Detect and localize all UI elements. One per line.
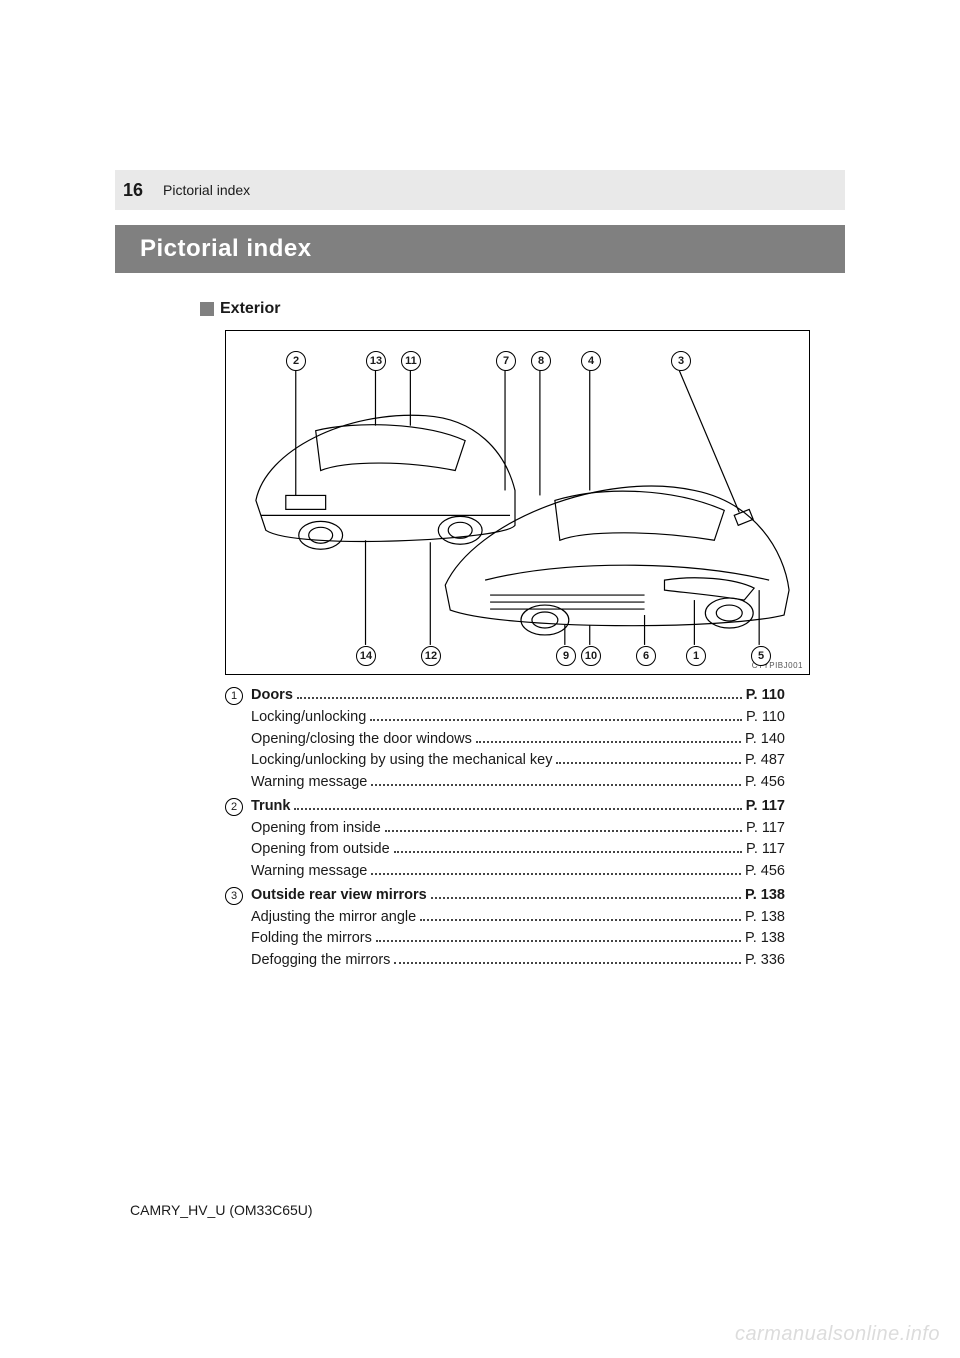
index-title-page: P. 138 [745, 885, 785, 907]
index-sub-label: Opening from outside [251, 839, 390, 861]
index-sub-page: P. 456 [745, 861, 785, 883]
index-title-label: Trunk [251, 796, 290, 818]
footer-doc-id: CAMRY_HV_U (OM33C65U) [130, 1202, 313, 1218]
callout-6: 6 [636, 646, 656, 666]
page: 16 Pictorial index Pictorial index Exter… [0, 0, 960, 1358]
leader-dots [394, 840, 742, 853]
index-sub-page: P. 487 [745, 750, 785, 772]
callout-9: 9 [556, 646, 576, 666]
circled-number-icon: 2 [225, 798, 243, 816]
index-sub-label: Adjusting the mirror angle [251, 907, 416, 929]
title-bar: Pictorial index [115, 225, 845, 273]
index-entry-head: 1 Doors P. 110 [225, 685, 785, 707]
circled-number-icon: 3 [225, 887, 243, 905]
leader-dots [370, 708, 742, 721]
callout-5: 5 [751, 646, 771, 666]
callout-2: 2 [286, 351, 306, 371]
index-sub-label: Defogging the mirrors [251, 950, 390, 972]
leader-dots [476, 729, 741, 742]
header-bar: 16 Pictorial index [115, 170, 845, 210]
index-sub-row: Folding the mirrors P. 138 [225, 928, 785, 950]
leader-dots [294, 797, 741, 810]
index-sub-page: P. 336 [745, 950, 785, 972]
callout-4: 4 [581, 351, 601, 371]
index-sub-label: Locking/unlocking [251, 707, 366, 729]
index-title-label: Doors [251, 685, 293, 707]
index-sub-label: Folding the mirrors [251, 928, 372, 950]
circled-number-icon: 1 [225, 687, 243, 705]
index-sub-label: Opening/closing the door windows [251, 729, 472, 751]
index-sub-row: Warning message P. 456 [225, 772, 785, 794]
index-sub-page: P. 138 [745, 928, 785, 950]
index-sub-label: Warning message [251, 772, 367, 794]
index-sub-row: Opening from outside P. 117 [225, 839, 785, 861]
index-sub-page: P. 117 [746, 818, 785, 840]
index-sub-row: Warning message P. 456 [225, 861, 785, 883]
callout-11: 11 [401, 351, 421, 371]
page-title: Pictorial index [140, 235, 312, 263]
index-title-row: Outside rear view mirrors P. 138 [251, 885, 785, 907]
header-section-label: Pictorial index [163, 182, 250, 198]
callout-1: 1 [686, 646, 706, 666]
page-number: 16 [123, 180, 143, 201]
index-list: 1DoorsP. 110Locking/unlockingP. 110Openi… [225, 685, 785, 974]
leader-dots [420, 907, 741, 920]
callout-7: 7 [496, 351, 516, 371]
index-title-page: P. 117 [746, 796, 785, 818]
index-sub-label: Locking/unlocking by using the mechanica… [251, 750, 552, 772]
index-entry-head: 2 Trunk P. 117 [225, 796, 785, 818]
index-sub-row: Opening/closing the door windows P. 140 [225, 729, 785, 751]
index-title-label: Outside rear view mirrors [251, 885, 427, 907]
watermark: carmanualsonline.info [735, 1323, 940, 1346]
index-title-row: Doors P. 110 [251, 685, 785, 707]
index-sub-label: Warning message [251, 861, 367, 883]
index-sub-page: P. 110 [746, 707, 785, 729]
index-sub-page: P. 117 [746, 839, 785, 861]
index-sub-page: P. 140 [745, 729, 785, 751]
index-entry: 1DoorsP. 110Locking/unlockingP. 110Openi… [225, 685, 785, 794]
index-sub-label: Opening from inside [251, 818, 381, 840]
exterior-figure: CTYPIBJ001 2131178431412910615 [225, 330, 810, 675]
leader-dots [376, 929, 741, 942]
callout-10: 10 [581, 646, 601, 666]
subheading: Exterior [220, 300, 280, 318]
leader-dots [431, 886, 741, 899]
subheading-row: Exterior [200, 300, 280, 318]
index-title-row: Trunk P. 117 [251, 796, 785, 818]
square-bullet-icon [200, 302, 214, 316]
callout-8: 8 [531, 351, 551, 371]
leader-dots [556, 751, 740, 764]
index-sub-row: Locking/unlocking by using the mechanica… [225, 750, 785, 772]
leader-dots [385, 818, 742, 831]
index-entry: 2TrunkP. 117Opening from insideP. 117Ope… [225, 796, 785, 883]
index-title-page: P. 110 [746, 685, 785, 707]
leader-dots [394, 951, 741, 964]
index-sub-row: Adjusting the mirror angle P. 138 [225, 907, 785, 929]
leader-dots [371, 862, 741, 875]
index-sub-row: Opening from inside P. 117 [225, 818, 785, 840]
index-entry: 3Outside rear view mirrorsP. 138Adjustin… [225, 885, 785, 972]
index-entry-head: 3 Outside rear view mirrors P. 138 [225, 885, 785, 907]
callout-12: 12 [421, 646, 441, 666]
leader-dots [297, 686, 742, 699]
index-sub-row: Defogging the mirrors P. 336 [225, 950, 785, 972]
car-illustration [226, 331, 809, 675]
index-sub-page: P. 456 [745, 772, 785, 794]
index-sub-row: Locking/unlocking P. 110 [225, 707, 785, 729]
callout-14: 14 [356, 646, 376, 666]
leader-dots [371, 773, 741, 786]
callout-3: 3 [671, 351, 691, 371]
index-sub-page: P. 138 [745, 907, 785, 929]
callout-13: 13 [366, 351, 386, 371]
